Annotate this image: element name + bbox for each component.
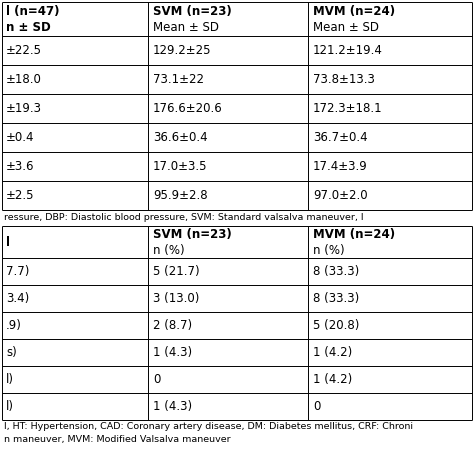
Text: 36.7±0.4: 36.7±0.4: [313, 131, 368, 144]
Text: 7.7): 7.7): [6, 265, 29, 278]
Text: 8 (33.3): 8 (33.3): [313, 292, 359, 305]
Text: n (%): n (%): [153, 244, 185, 256]
Text: n (%): n (%): [313, 244, 345, 256]
Text: 176.6±20.6: 176.6±20.6: [153, 102, 223, 115]
Text: 97.0±2.0: 97.0±2.0: [313, 189, 368, 202]
Text: 0: 0: [153, 373, 160, 386]
Text: 73.8±13.3: 73.8±13.3: [313, 73, 375, 86]
Text: ±3.6: ±3.6: [6, 160, 35, 173]
Text: 1 (4.3): 1 (4.3): [153, 400, 192, 413]
Text: 3.4): 3.4): [6, 292, 29, 305]
Text: MVM (n=24): MVM (n=24): [313, 4, 395, 18]
Text: ±2.5: ±2.5: [6, 189, 35, 202]
Text: 8 (33.3): 8 (33.3): [313, 265, 359, 278]
Text: 172.3±18.1: 172.3±18.1: [313, 102, 383, 115]
Text: ±22.5: ±22.5: [6, 44, 42, 57]
Text: 129.2±25: 129.2±25: [153, 44, 211, 57]
Text: 5 (21.7): 5 (21.7): [153, 265, 200, 278]
Text: 17.4±3.9: 17.4±3.9: [313, 160, 368, 173]
Text: 0: 0: [313, 400, 320, 413]
Text: 73.1±22: 73.1±22: [153, 73, 204, 86]
Text: Mean ± SD: Mean ± SD: [313, 20, 379, 34]
Text: 17.0±3.5: 17.0±3.5: [153, 160, 208, 173]
Text: l): l): [6, 373, 14, 386]
Text: 1 (4.3): 1 (4.3): [153, 346, 192, 359]
Text: SVM (n=23): SVM (n=23): [153, 228, 232, 240]
Text: 1 (4.2): 1 (4.2): [313, 373, 352, 386]
Text: 3 (13.0): 3 (13.0): [153, 292, 200, 305]
Text: 2 (8.7): 2 (8.7): [153, 319, 192, 332]
Text: n maneuver, MVM: Modified Valsalva maneuver: n maneuver, MVM: Modified Valsalva maneu…: [4, 435, 231, 444]
Text: l): l): [6, 400, 14, 413]
Text: .9): .9): [6, 319, 22, 332]
Text: 95.9±2.8: 95.9±2.8: [153, 189, 208, 202]
Text: MVM (n=24): MVM (n=24): [313, 228, 395, 240]
Text: 1 (4.2): 1 (4.2): [313, 346, 352, 359]
Text: l (n=47): l (n=47): [6, 4, 60, 18]
Text: ±18.0: ±18.0: [6, 73, 42, 86]
Text: l: l: [6, 236, 10, 248]
Text: ±0.4: ±0.4: [6, 131, 35, 144]
Text: 121.2±19.4: 121.2±19.4: [313, 44, 383, 57]
Text: l, HT: Hypertension, CAD: Coronary artery disease, DM: Diabetes mellitus, CRF: C: l, HT: Hypertension, CAD: Coronary arter…: [4, 422, 413, 431]
Text: Mean ± SD: Mean ± SD: [153, 20, 219, 34]
Text: 5 (20.8): 5 (20.8): [313, 319, 359, 332]
Text: SVM (n=23): SVM (n=23): [153, 4, 232, 18]
Text: n ± SD: n ± SD: [6, 20, 51, 34]
Text: ±19.3: ±19.3: [6, 102, 42, 115]
Text: s): s): [6, 346, 17, 359]
Text: 36.6±0.4: 36.6±0.4: [153, 131, 208, 144]
Text: ressure, DBP: Diastolic blood pressure, SVM: Standard valsalva maneuver, I: ressure, DBP: Diastolic blood pressure, …: [4, 212, 364, 221]
